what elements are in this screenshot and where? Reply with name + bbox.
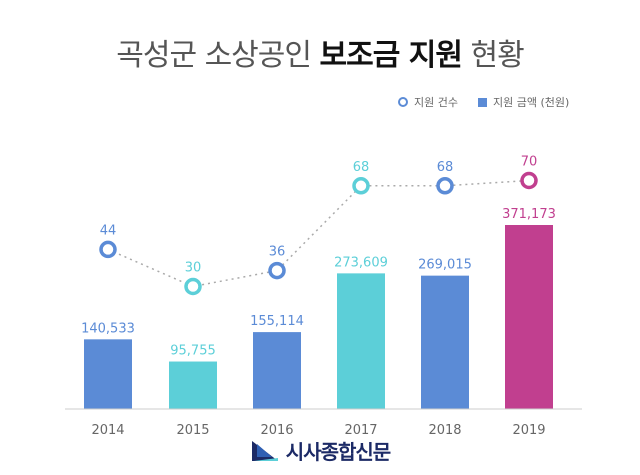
- x-tick-2014: 2014: [91, 423, 124, 438]
- title-part-3: 현황: [461, 38, 525, 73]
- bar-value-label-2019: 371,173: [502, 207, 556, 222]
- bar-2015: [169, 361, 217, 409]
- bar-value-label-2016: 155,114: [250, 314, 304, 329]
- count-label-2018: 68: [437, 160, 454, 175]
- count-point-2016: [268, 261, 286, 280]
- count-point-2019: [520, 171, 538, 190]
- legend-amount-label: 지원 금액 (천원): [492, 96, 570, 109]
- count-line-group: 44 30 36 68 68 70: [99, 155, 538, 296]
- brand-name: 시사종합신문: [285, 440, 391, 464]
- x-tick-labels: 2014 2015 2016 2017 2018 2019: [91, 423, 545, 438]
- count-label-2016: 36: [269, 245, 286, 260]
- title-part-1: 곡성군 소상공인: [116, 38, 320, 73]
- bar-value-label-2014: 140,533: [81, 321, 135, 336]
- bar-2017: [337, 273, 385, 409]
- count-label-2017: 68: [353, 160, 370, 175]
- count-label-2015: 30: [185, 261, 202, 276]
- legend-amount-marker: [477, 97, 487, 107]
- bar-value-label-2018: 269,015: [418, 258, 472, 273]
- bar-2016: [253, 332, 301, 409]
- count-point-2015: [184, 277, 202, 296]
- count-point-2017: [352, 177, 370, 195]
- legend-count-marker: [398, 97, 408, 107]
- bar-value-label-2015: 95,755: [170, 344, 216, 359]
- legend-count-label: 지원 건수: [414, 96, 458, 109]
- bar-2019: [505, 225, 553, 409]
- count-label-2019: 70: [521, 155, 538, 170]
- x-tick-2015: 2015: [176, 423, 209, 438]
- x-tick-2019: 2019: [512, 423, 545, 438]
- chart-title: 곡성군 소상공인 보조금 지원 현황: [0, 30, 640, 74]
- bar-group: 140,533 95,755 155,114 273,609 269,015 371,17…: [81, 207, 556, 409]
- count-point-2014: [99, 240, 117, 259]
- legend: 지원 건수 지원 금액 (천원): [398, 94, 569, 110]
- bar-2014: [84, 339, 132, 409]
- count-point-2018: [436, 177, 454, 195]
- bar-value-label-2017: 273,609: [334, 255, 388, 270]
- count-label-2014: 44: [100, 223, 117, 238]
- x-tick-2018: 2018: [428, 423, 461, 438]
- bar-2018: [421, 275, 469, 409]
- x-tick-2017: 2017: [344, 423, 377, 438]
- brand-logo-icon: [251, 440, 278, 461]
- title-highlight: 보조금 지원: [319, 38, 463, 73]
- footer: 시사종합신문: [0, 436, 640, 465]
- x-tick-2016: 2016: [260, 423, 293, 438]
